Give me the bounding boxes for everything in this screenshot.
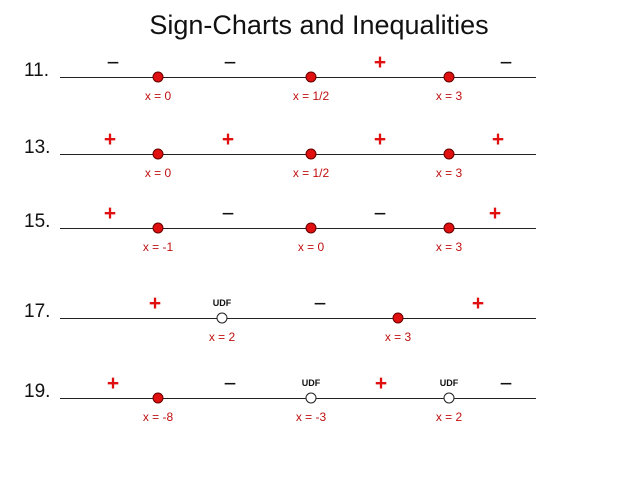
open-circle-point xyxy=(305,392,317,404)
minus-sign: − xyxy=(223,50,237,75)
closed-dot-point xyxy=(305,148,317,160)
critical-value-label: x = 2 xyxy=(435,410,463,424)
critical-value-label: x = -1 xyxy=(142,240,174,254)
closed-dot-point xyxy=(305,222,317,234)
plus-sign: + xyxy=(373,51,387,74)
plus-sign: + xyxy=(221,128,235,151)
page-title: Sign-Charts and Inequalities xyxy=(149,10,489,40)
critical-value-label: x = 3 xyxy=(435,89,463,103)
problem-number: 17. xyxy=(24,301,51,322)
closed-dot-point xyxy=(443,148,455,160)
minus-sign: − xyxy=(221,201,235,226)
number-line xyxy=(60,154,536,155)
critical-value-label: x = 3 xyxy=(384,330,412,344)
number-line xyxy=(60,318,536,319)
minus-sign: − xyxy=(106,50,120,75)
critical-value-label: x = 0 xyxy=(144,89,172,103)
udf-note: UDF xyxy=(301,378,321,388)
number-line xyxy=(60,228,536,229)
minus-sign: − xyxy=(499,50,513,75)
critical-value-label: x = 0 xyxy=(297,240,325,254)
plus-sign: + xyxy=(471,292,485,315)
minus-sign: − xyxy=(313,291,327,316)
closed-dot-point xyxy=(443,222,455,234)
problem-number: 11. xyxy=(24,60,50,81)
plus-sign: + xyxy=(491,128,505,151)
problem-number: 13. xyxy=(24,137,51,158)
closed-dot-point xyxy=(152,392,164,404)
closed-dot-point xyxy=(152,222,164,234)
closed-dot-point xyxy=(443,71,455,83)
number-line xyxy=(60,398,536,399)
critical-value-label: x = 3 xyxy=(435,240,463,254)
problem-number: 19. xyxy=(24,381,51,402)
critical-value-label: x = 1/2 xyxy=(292,89,330,103)
critical-value-label: x = 2 xyxy=(208,330,236,344)
udf-note: UDF xyxy=(212,298,232,308)
minus-sign: − xyxy=(499,371,513,396)
plus-sign: + xyxy=(148,292,162,315)
closed-dot-point xyxy=(392,312,404,324)
closed-dot-point xyxy=(305,71,317,83)
problem-number: 15. xyxy=(24,211,51,232)
critical-value-label: x = 3 xyxy=(435,166,463,180)
plus-sign: + xyxy=(374,372,388,395)
critical-value-label: x = -8 xyxy=(142,410,174,424)
open-circle-point xyxy=(216,312,228,324)
closed-dot-point xyxy=(152,148,164,160)
critical-value-label: x = 1/2 xyxy=(292,166,330,180)
open-circle-point xyxy=(443,392,455,404)
plus-sign: + xyxy=(103,128,117,151)
udf-note: UDF xyxy=(439,378,459,388)
minus-sign: − xyxy=(373,201,387,226)
critical-value-label: x = 0 xyxy=(144,166,172,180)
plus-sign: + xyxy=(373,128,387,151)
plus-sign: + xyxy=(103,202,117,225)
plus-sign: + xyxy=(488,202,502,225)
number-line xyxy=(60,77,536,78)
plus-sign: + xyxy=(106,372,120,395)
closed-dot-point xyxy=(152,71,164,83)
critical-value-label: x = -3 xyxy=(295,410,327,424)
minus-sign: − xyxy=(223,371,237,396)
